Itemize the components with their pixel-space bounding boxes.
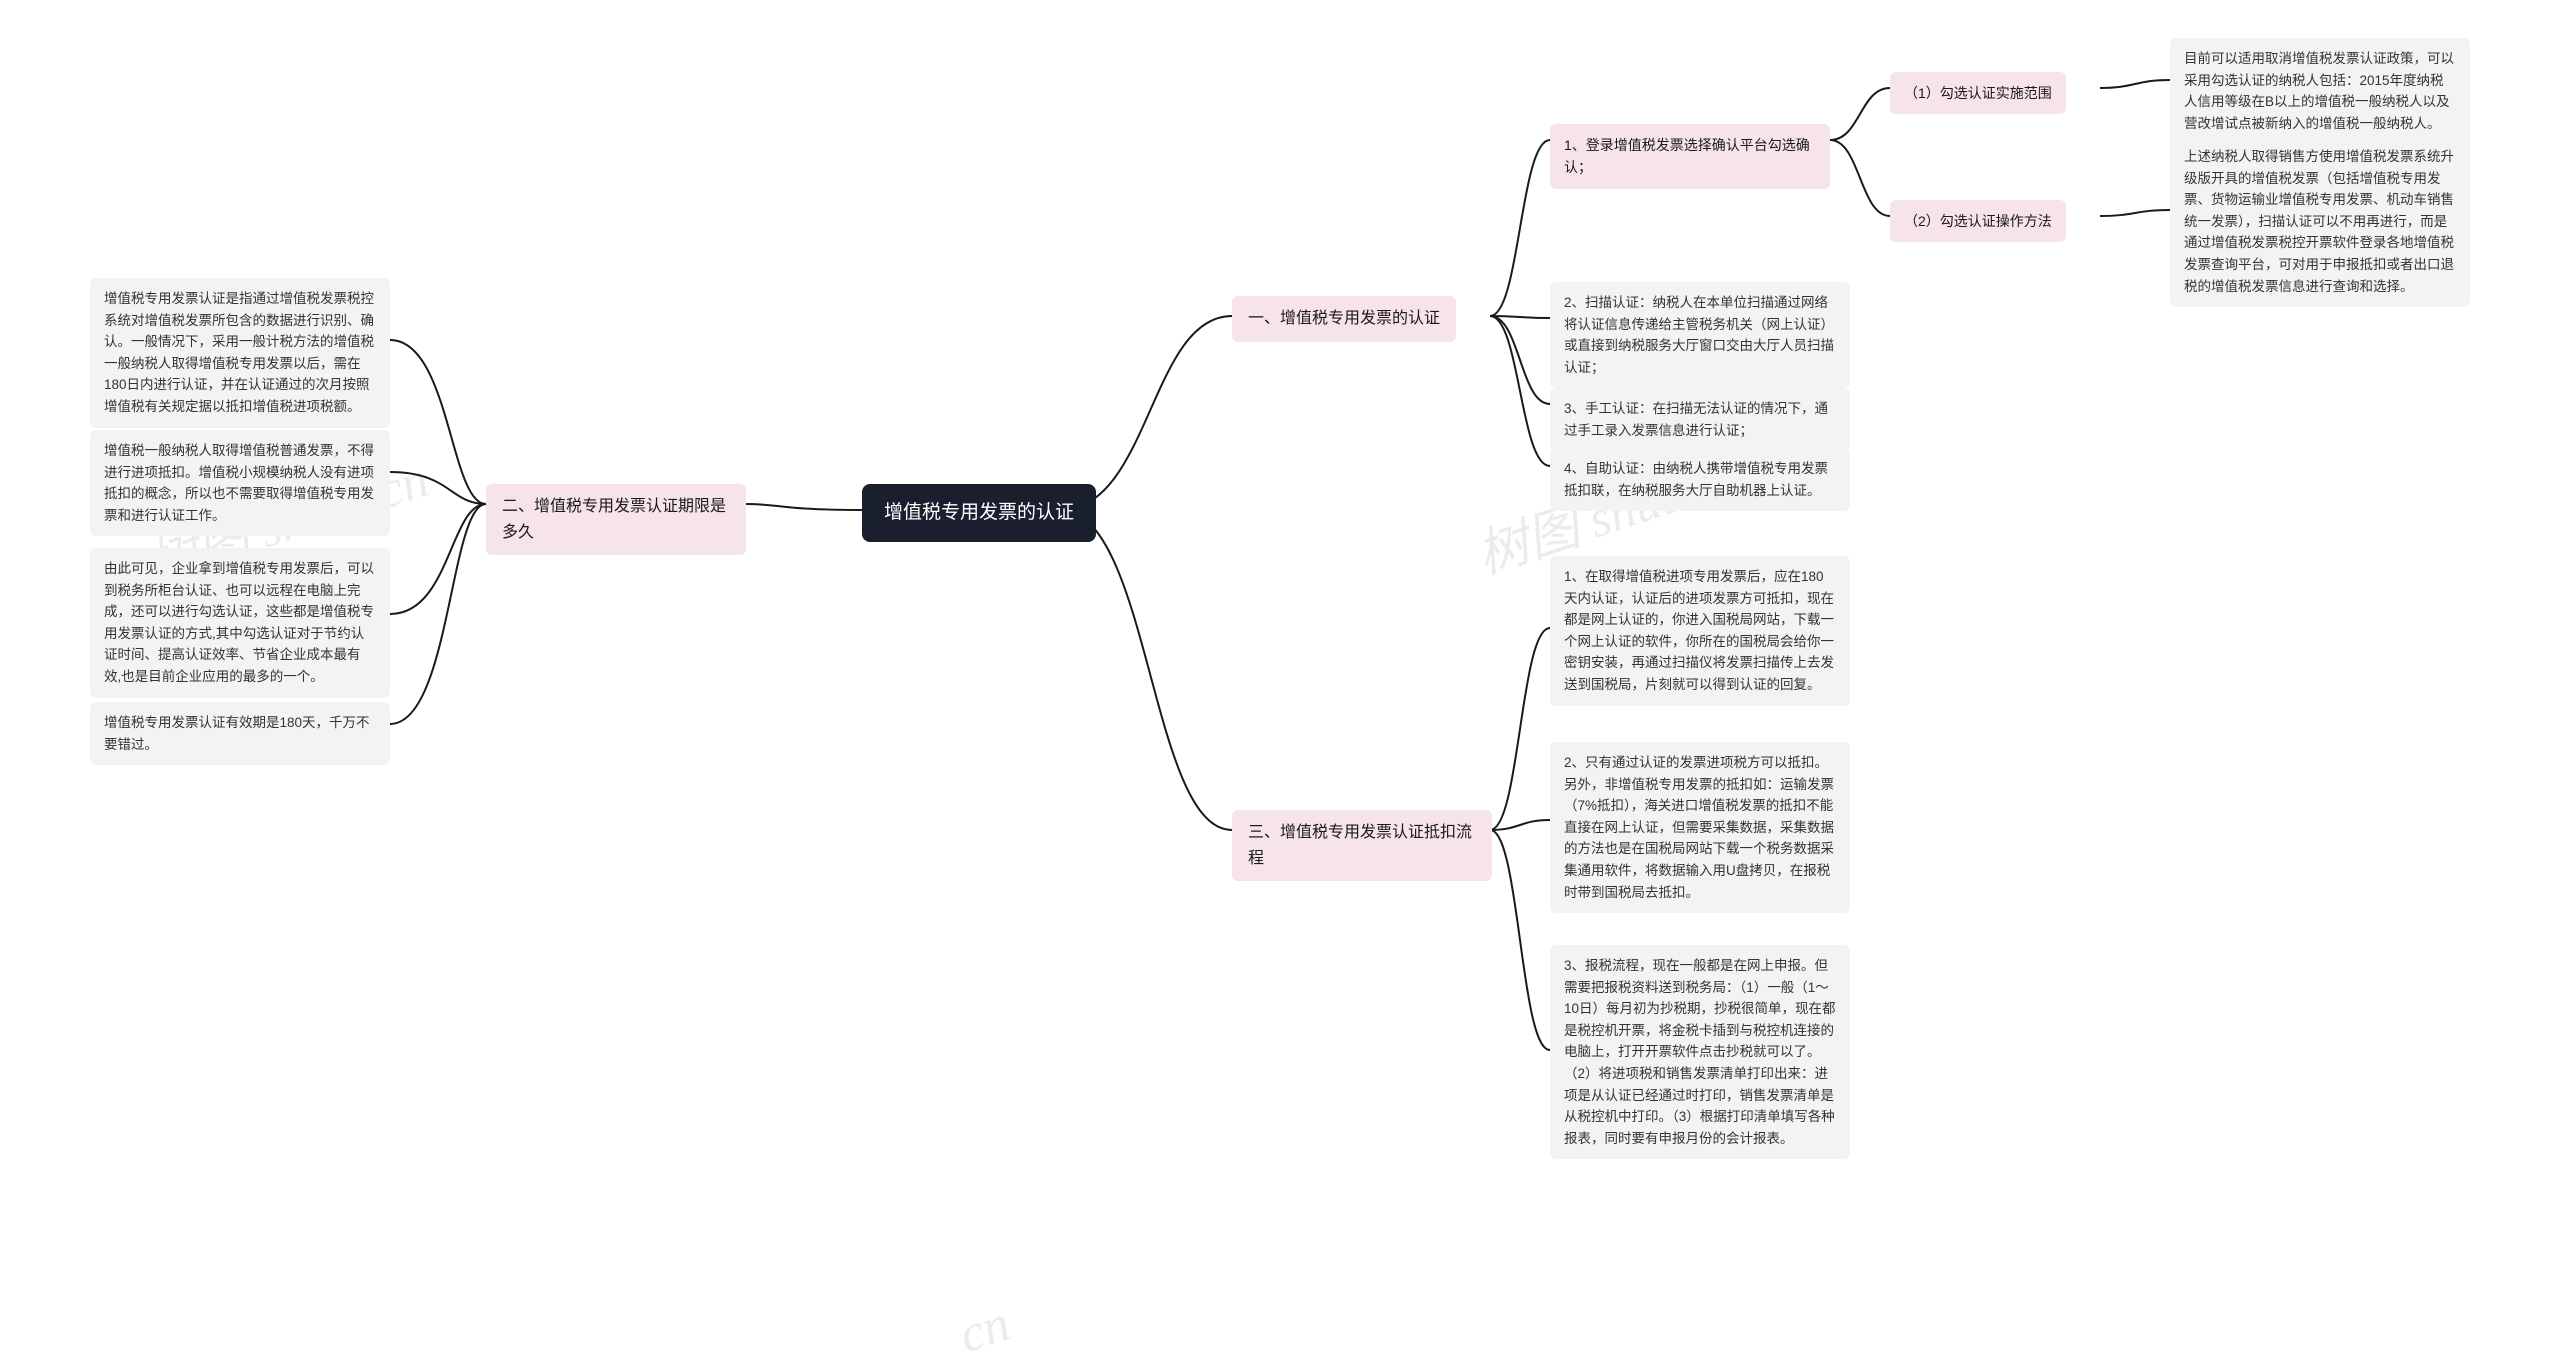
mindmap-canvas: 树图 shutu.cn 树图 shutu.cn cn 增值税专用发票的认证 一、… [0, 0, 2560, 1364]
leaf-node[interactable]: 目前可以适用取消增值税发票认证政策，可以采用勾选认证的纳税人包括：2015年度纳… [2170, 38, 2470, 144]
leaf-node[interactable]: 上述纳税人取得销售方使用增值税发票系统升级版开具的增值税发票（包括增值税专用发票… [2170, 136, 2470, 307]
watermark: cn [952, 1294, 1017, 1365]
root-node[interactable]: 增值税专用发票的认证 [862, 484, 1096, 542]
leaf-node[interactable]: 由此可见，企业拿到增值税专用发票后，可以到税务所柜台认证、也可以远程在电脑上完成… [90, 548, 390, 698]
branch-node-3[interactable]: 三、增值税专用发票认证抵扣流程 [1232, 810, 1492, 881]
sub-node[interactable]: 1、登录增值税发票选择确认平台勾选确认； [1550, 124, 1830, 189]
leaf-node[interactable]: 1、在取得增值税进项专用发票后，应在180天内认证，认证后的进项发票方可抵扣，现… [1550, 556, 1850, 706]
leaf-node[interactable]: 4、自助认证：由纳税人携带增值税专用发票抵扣联，在纳税服务大厅自助机器上认证。 [1550, 448, 1850, 511]
branch-node-2[interactable]: 二、增值税专用发票认证期限是多久 [486, 484, 746, 555]
sub-node[interactable]: （2）勾选认证操作方法 [1890, 200, 2066, 242]
leaf-node[interactable]: 增值税专用发票认证有效期是180天，千万不要错过。 [90, 702, 390, 765]
leaf-node[interactable]: 3、手工认证：在扫描无法认证的情况下，通过手工录入发票信息进行认证； [1550, 388, 1850, 451]
leaf-node[interactable]: 2、只有通过认证的发票进项税方可以抵扣。另外，非增值税专用发票的抵扣如：运输发票… [1550, 742, 1850, 913]
branch-node-1[interactable]: 一、增值税专用发票的认证 [1232, 296, 1456, 342]
sub-node[interactable]: （1）勾选认证实施范围 [1890, 72, 2066, 114]
leaf-node[interactable]: 增值税专用发票认证是指通过增值税发票税控系统对增值税发票所包含的数据进行识别、确… [90, 278, 390, 428]
leaf-node[interactable]: 2、扫描认证：纳税人在本单位扫描通过网络将认证信息传递给主管税务机关（网上认证）… [1550, 282, 1850, 388]
leaf-node[interactable]: 增值税一般纳税人取得增值税普通发票，不得进行进项抵扣。增值税小规模纳税人没有进项… [90, 430, 390, 536]
leaf-node[interactable]: 3、报税流程，现在一般都是在网上申报。但需要把报税资料送到税务局：（1）一般（1… [1550, 945, 1850, 1159]
